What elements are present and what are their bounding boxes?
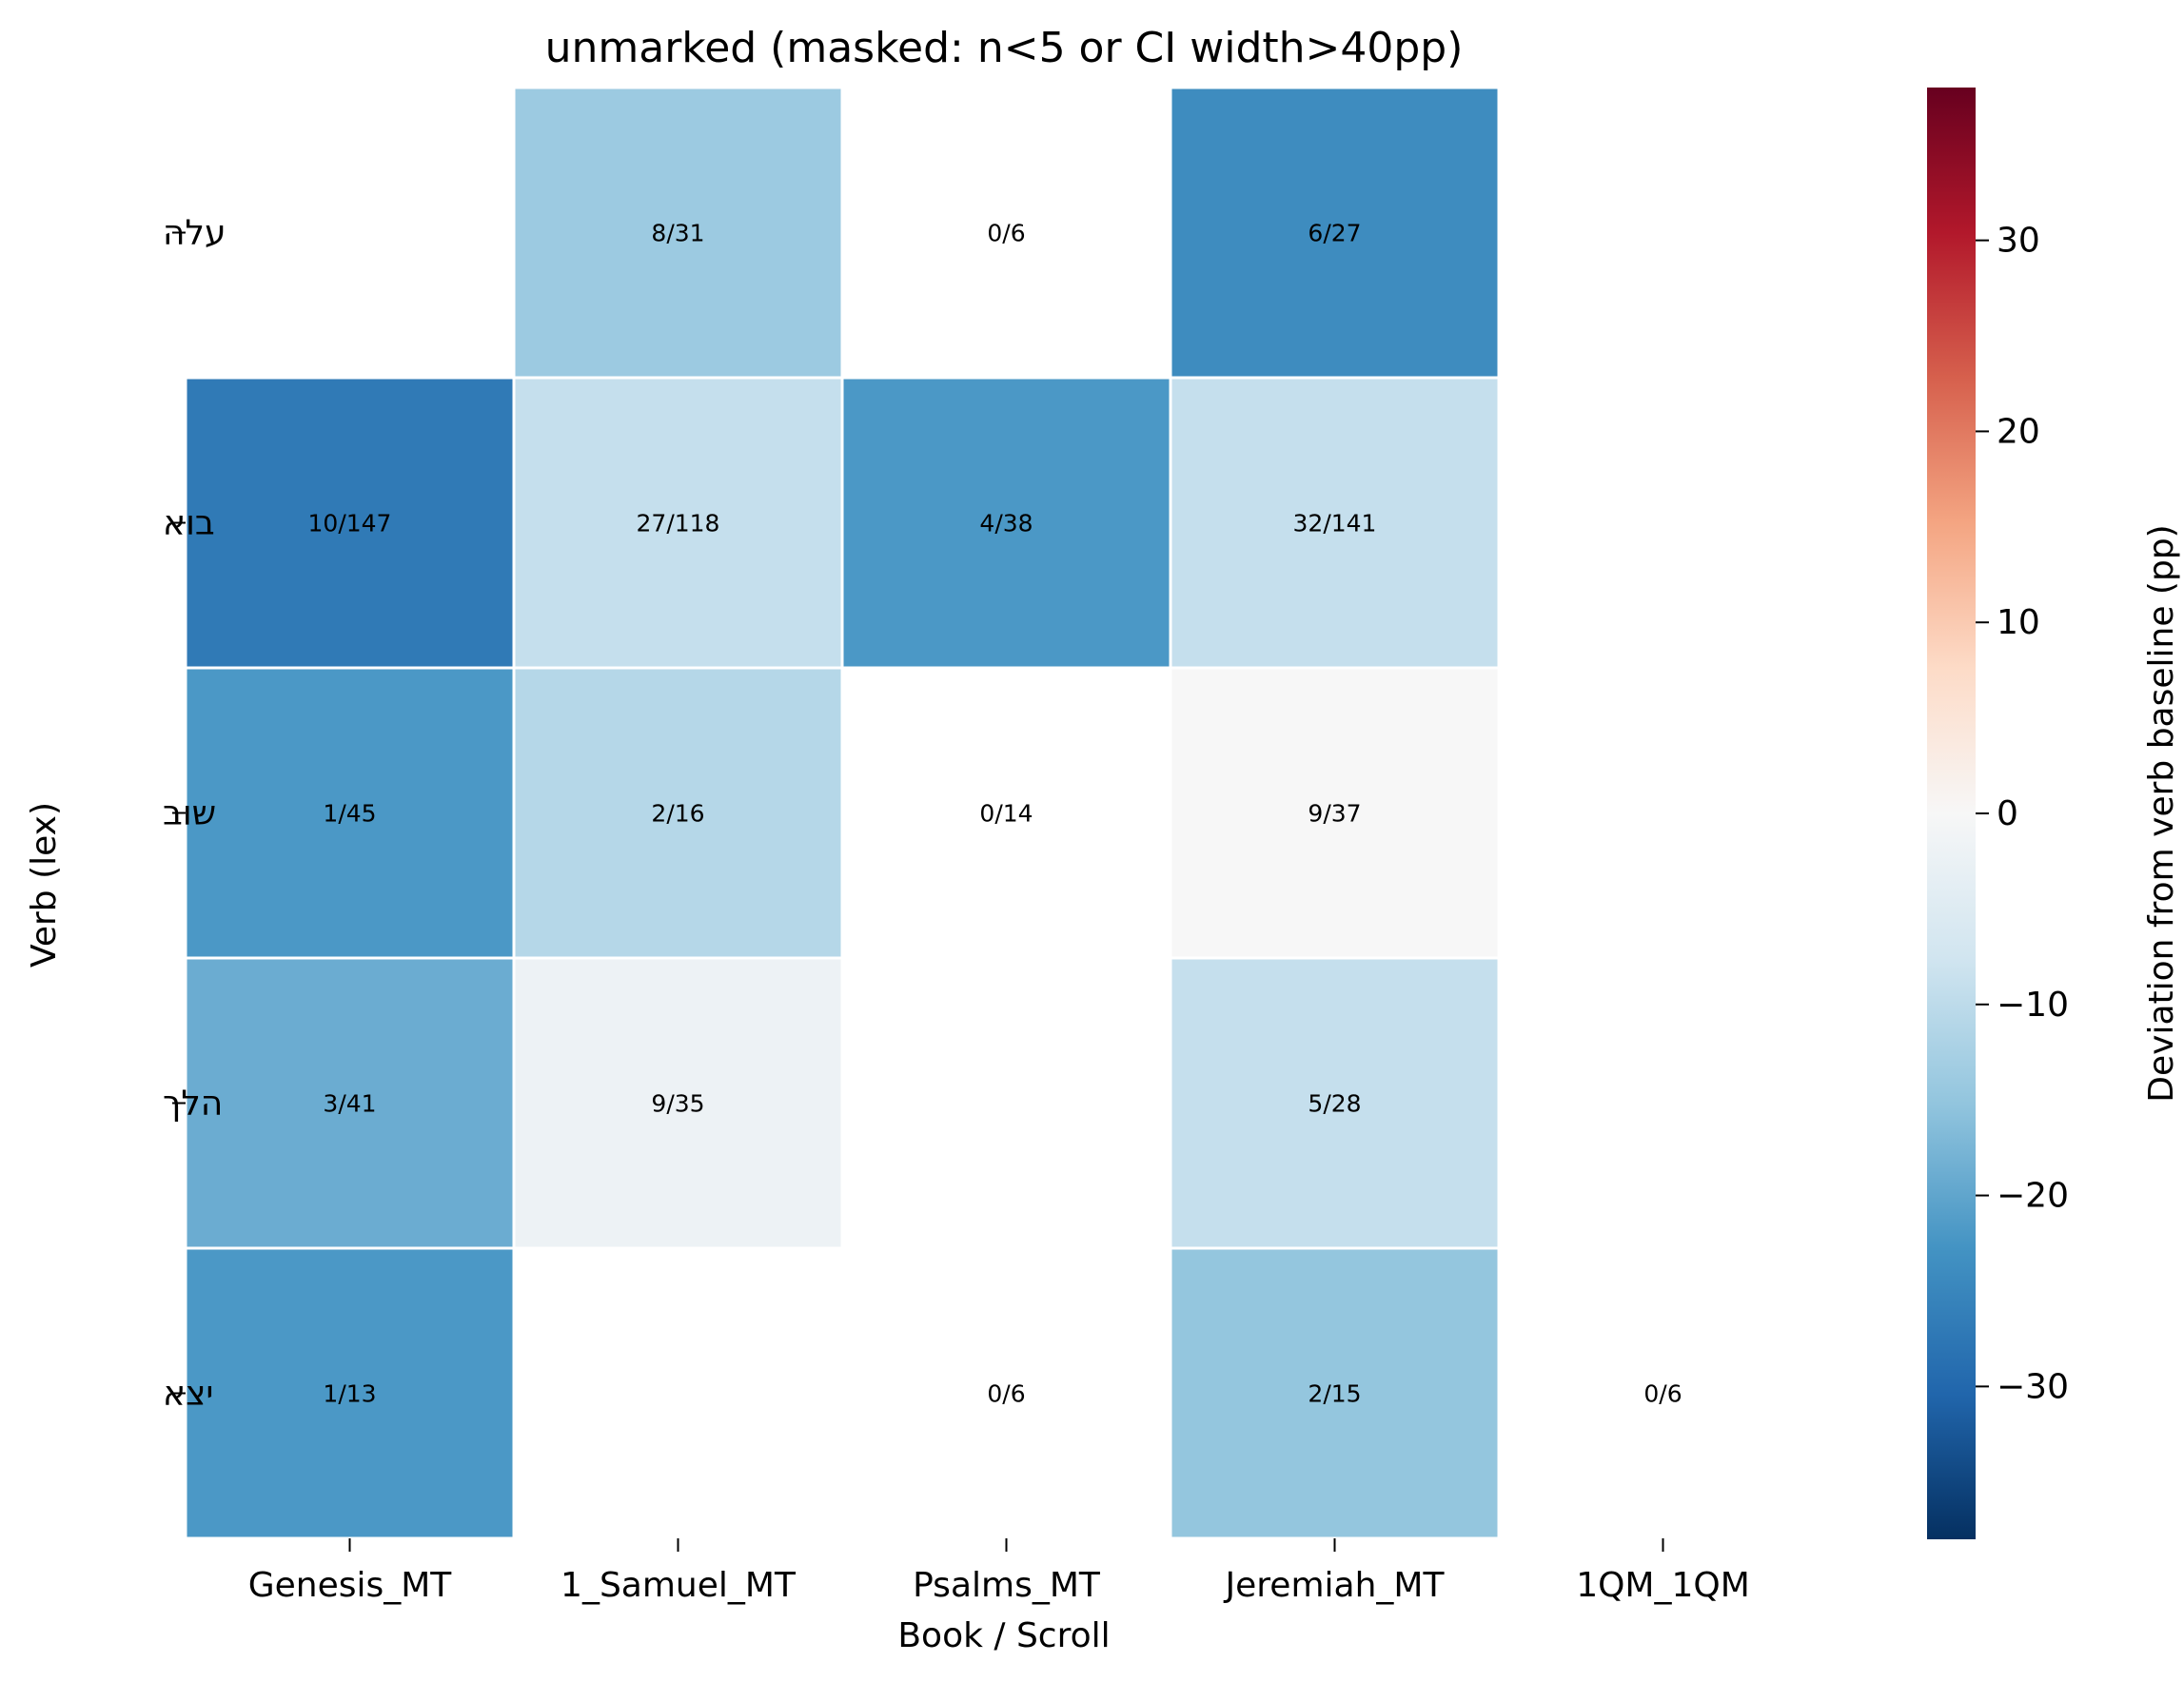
cell-annotation: 2/16 <box>651 800 704 828</box>
y-axis-label: Verb (lex) <box>25 802 64 968</box>
heatmap-cell <box>512 956 844 1250</box>
heatmap-cell <box>184 1246 516 1540</box>
cell-annotation: 0/6 <box>987 220 1025 247</box>
heatmap-cell <box>1169 86 1501 380</box>
colorbar-tick-label: 10 <box>1997 603 2040 642</box>
colorbar-tick-label: 20 <box>1997 412 2040 451</box>
cell-annotation: 9/35 <box>651 1090 704 1118</box>
x-tick-label: 1QM_1QM <box>1576 1566 1750 1605</box>
y-tick-label: יצא <box>163 1375 213 1414</box>
heatmap-cell <box>512 666 844 960</box>
cell-annotation: 2/15 <box>1308 1380 1361 1408</box>
heatmap-cell <box>512 86 844 380</box>
colorbar-tick-label: −20 <box>1997 1177 2069 1216</box>
cell-annotation: 0/6 <box>987 1380 1025 1408</box>
cell-annotation: 8/31 <box>651 220 704 247</box>
colorbar-tick-label: 0 <box>1997 794 2018 833</box>
chart-title: unmarked (masked: n<5 or CI width>40pp) <box>545 24 1464 72</box>
cell-annotation: 10/147 <box>308 510 392 538</box>
cell-annotation: 3/41 <box>323 1090 376 1118</box>
x-tick-label: Genesis_MT <box>248 1566 453 1605</box>
colorbar-ticks: 30 20 10 0 −10 −20 −30 <box>1976 222 2069 1406</box>
y-tick-label: שוב <box>163 794 216 833</box>
cell-annotation: 1/45 <box>323 800 376 828</box>
cell-annotation: 5/28 <box>1308 1090 1361 1118</box>
heatmap-cell <box>184 376 516 670</box>
colorbar-label: Deviation from verb baseline (pp) <box>2142 524 2181 1102</box>
colorbar <box>1927 88 1976 1539</box>
heatmap-cell <box>184 956 516 1250</box>
heatmap-cell <box>1169 376 1501 670</box>
cell-annotation: 4/38 <box>979 510 1033 538</box>
heatmap-cells: 8/31 0/6 6/27 10/147 27/118 4/38 32/141 1/45 2/1… <box>184 86 1682 1540</box>
x-tick-label: Jeremiah_MT <box>1224 1566 1446 1605</box>
y-tick-label: הלך <box>163 1085 223 1124</box>
colorbar-tick-label: −10 <box>1997 986 2069 1025</box>
cell-annotation: 1/13 <box>323 1380 376 1408</box>
cell-annotation: 27/118 <box>637 510 720 538</box>
y-axis: עלה בוא שוב הלך יצא <box>163 214 226 1414</box>
cell-annotation: 6/27 <box>1308 220 1361 247</box>
cell-annotation: 0/14 <box>979 800 1033 828</box>
cell-annotation: 0/6 <box>1643 1380 1682 1408</box>
x-axis: Genesis_MT 1_Samuel_MT Psalms_MT Jeremiah_M… <box>248 1538 1750 1605</box>
colorbar-tick-label: 30 <box>1997 222 2040 261</box>
heatmap-cell <box>1169 956 1501 1250</box>
heatmap-cell <box>512 376 844 670</box>
x-axis-label: Book / Scroll <box>897 1616 1110 1655</box>
colorbar-tick-label: −30 <box>1997 1367 2069 1406</box>
cell-annotation: 32/141 <box>1293 510 1377 538</box>
heatmap-cell <box>1169 1246 1501 1540</box>
x-tick-label: 1_Samuel_MT <box>561 1566 797 1605</box>
heatmap-cell <box>840 376 1172 670</box>
x-tick-label: Psalms_MT <box>913 1566 1101 1605</box>
y-tick-label: עלה <box>163 214 226 253</box>
y-tick-label: בוא <box>163 504 215 543</box>
cell-annotation: 9/37 <box>1308 800 1361 828</box>
